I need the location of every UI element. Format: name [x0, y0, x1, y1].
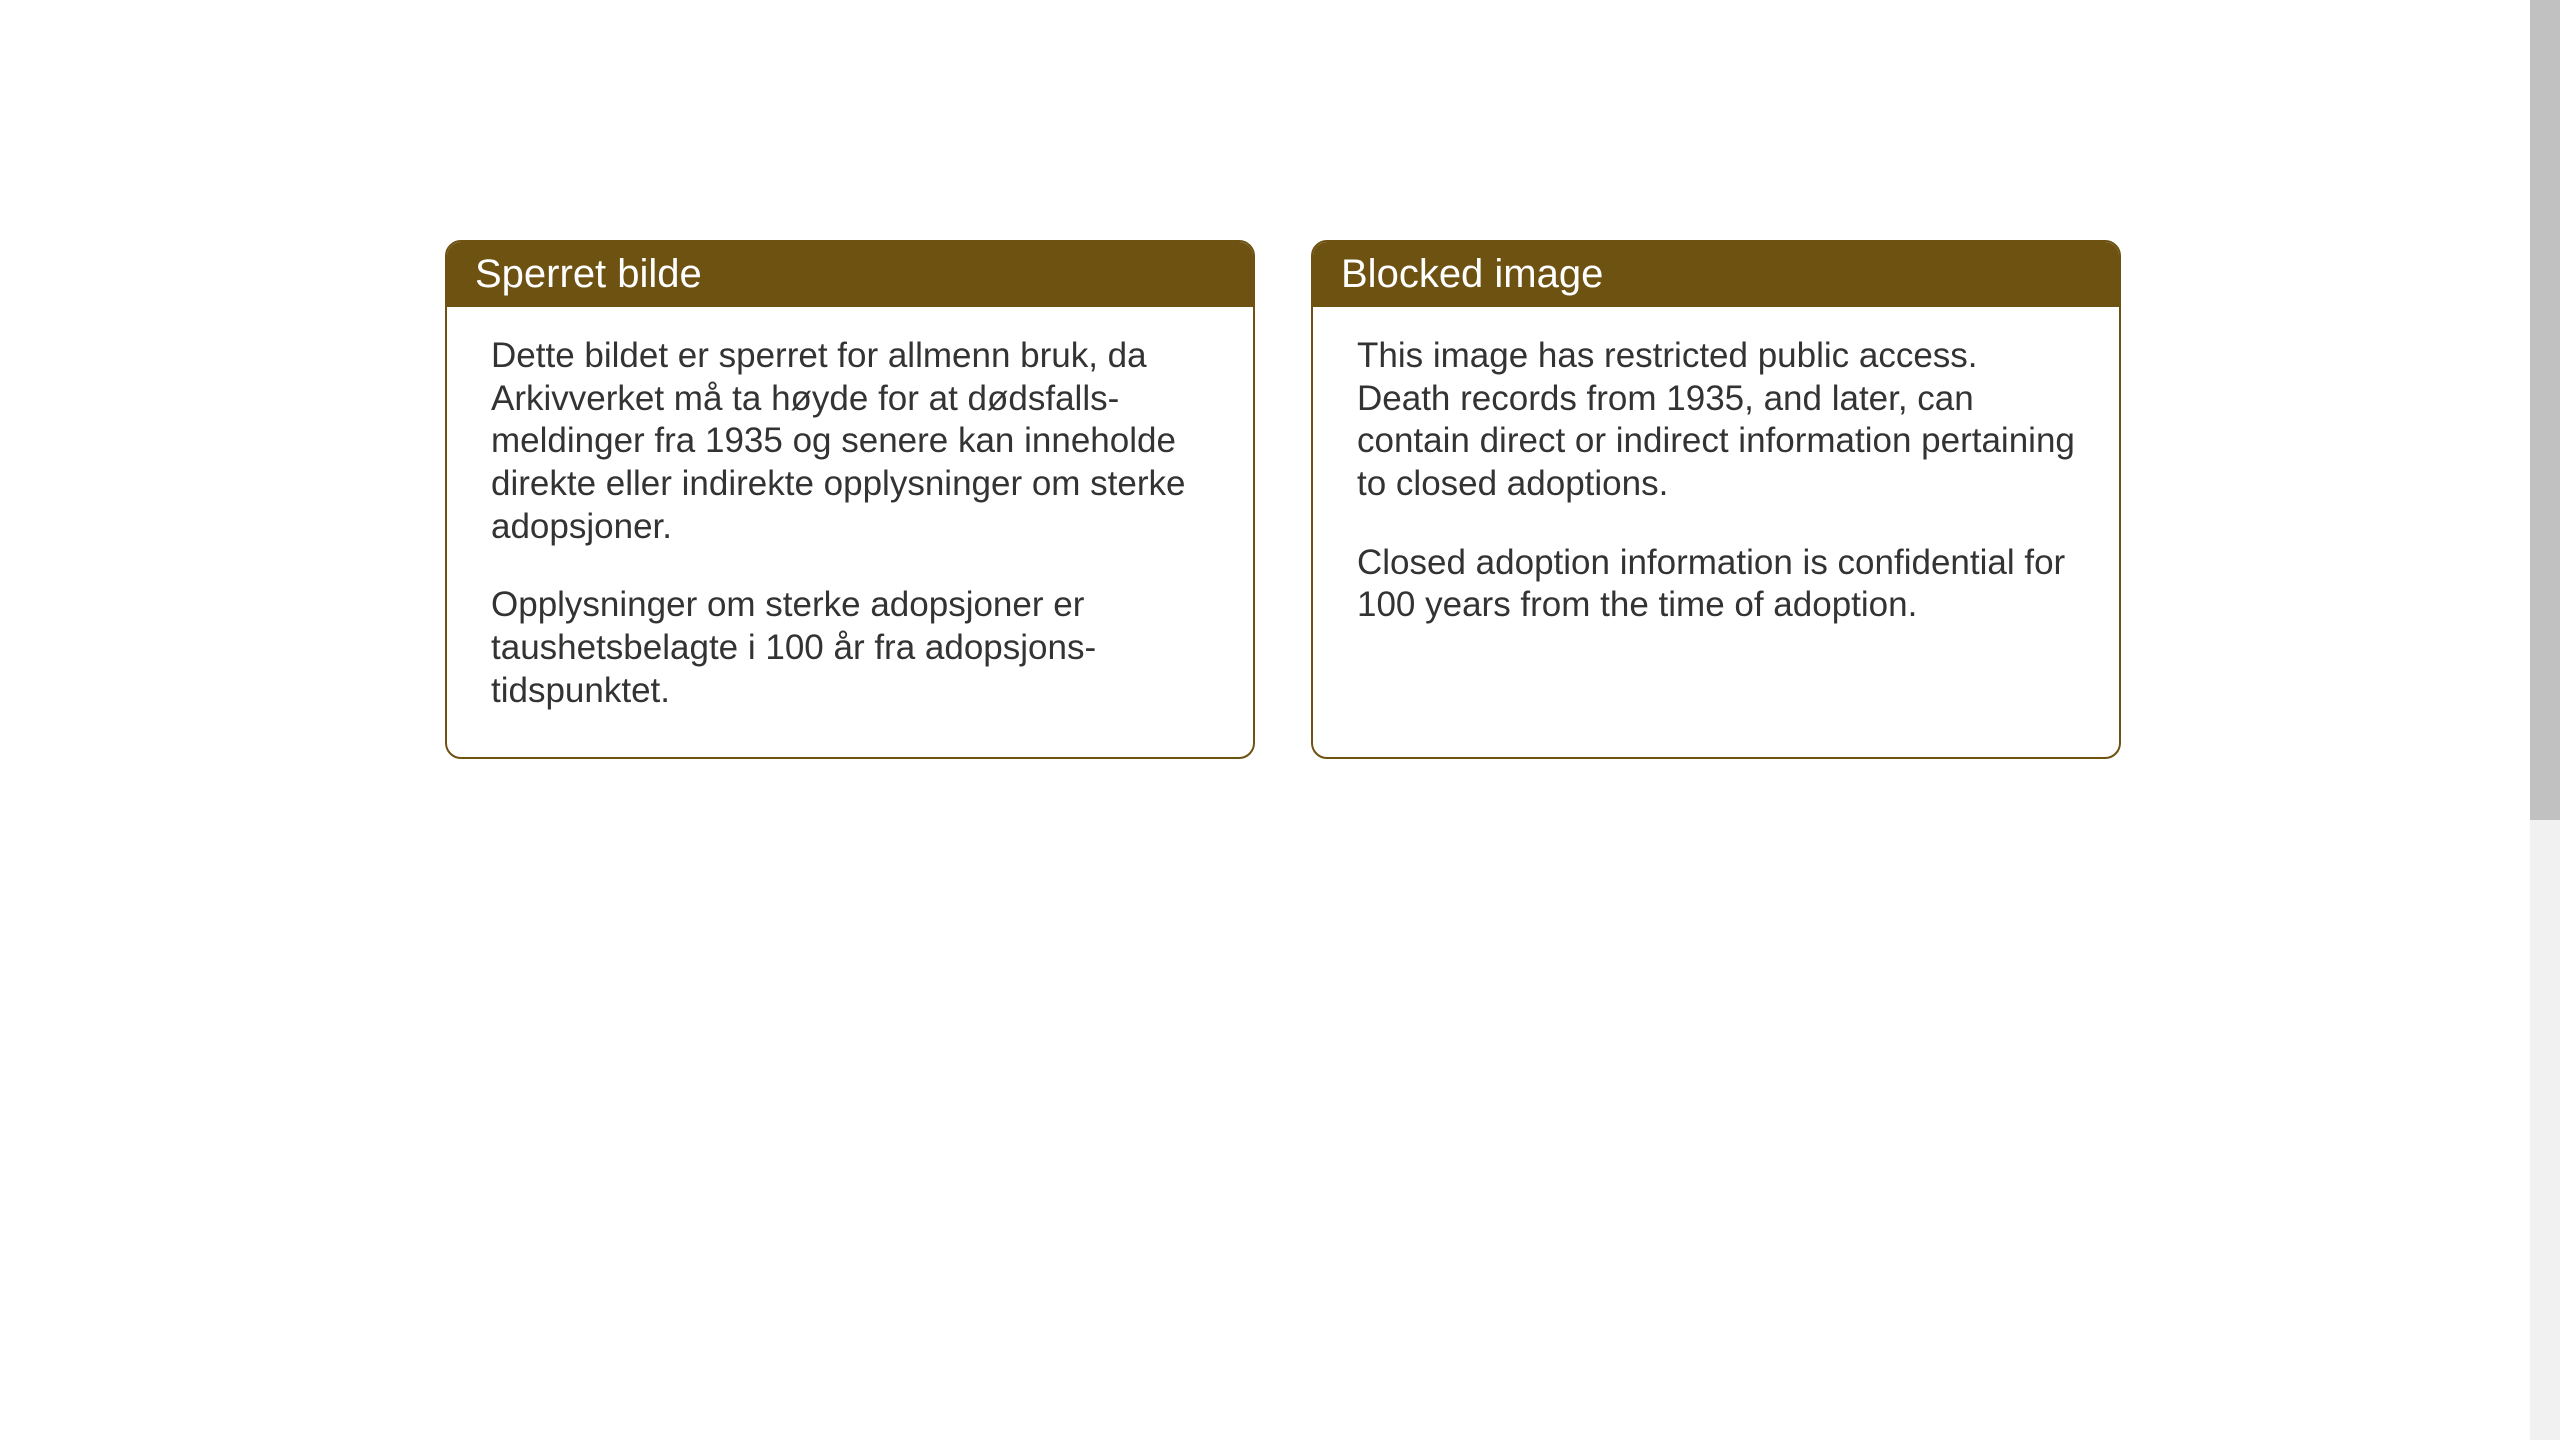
card-header-norwegian: Sperret bilde: [447, 242, 1253, 307]
card-body-norwegian: Dette bildet er sperret for allmenn bruk…: [447, 307, 1253, 757]
scrollbar-track[interactable]: [2530, 0, 2560, 1440]
cards-container: Sperret bilde Dette bildet er sperret fo…: [445, 240, 2121, 759]
blocked-image-card-english: Blocked image This image has restricted …: [1311, 240, 2121, 759]
card-title-norwegian: Sperret bilde: [475, 252, 702, 296]
card-paragraph-2-english: Closed adoption information is confident…: [1357, 542, 2075, 627]
card-body-english: This image has restricted public access.…: [1313, 307, 2119, 671]
card-paragraph-1-norwegian: Dette bildet er sperret for allmenn bruk…: [491, 335, 1209, 548]
card-title-english: Blocked image: [1341, 252, 1603, 296]
blocked-image-card-norwegian: Sperret bilde Dette bildet er sperret fo…: [445, 240, 1255, 759]
card-paragraph-1-english: This image has restricted public access.…: [1357, 335, 2075, 506]
card-paragraph-2-norwegian: Opplysninger om sterke adopsjoner er tau…: [491, 584, 1209, 712]
scrollbar-thumb[interactable]: [2530, 0, 2560, 820]
card-header-english: Blocked image: [1313, 242, 2119, 307]
